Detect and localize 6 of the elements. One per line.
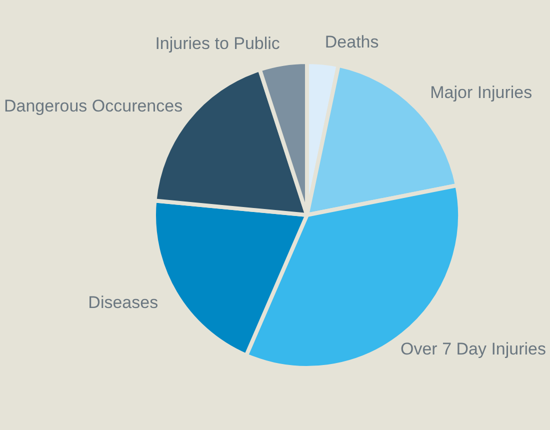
slice-label: Dangerous Occurences [4,96,183,116]
slice-label: Diseases [88,292,158,312]
slice-label: Injuries to Public [155,34,280,53]
slice-label: Major Injuries [430,83,532,102]
slice-label: Over 7 Day Injuries [400,339,546,358]
slice-label: Deaths [324,32,379,52]
